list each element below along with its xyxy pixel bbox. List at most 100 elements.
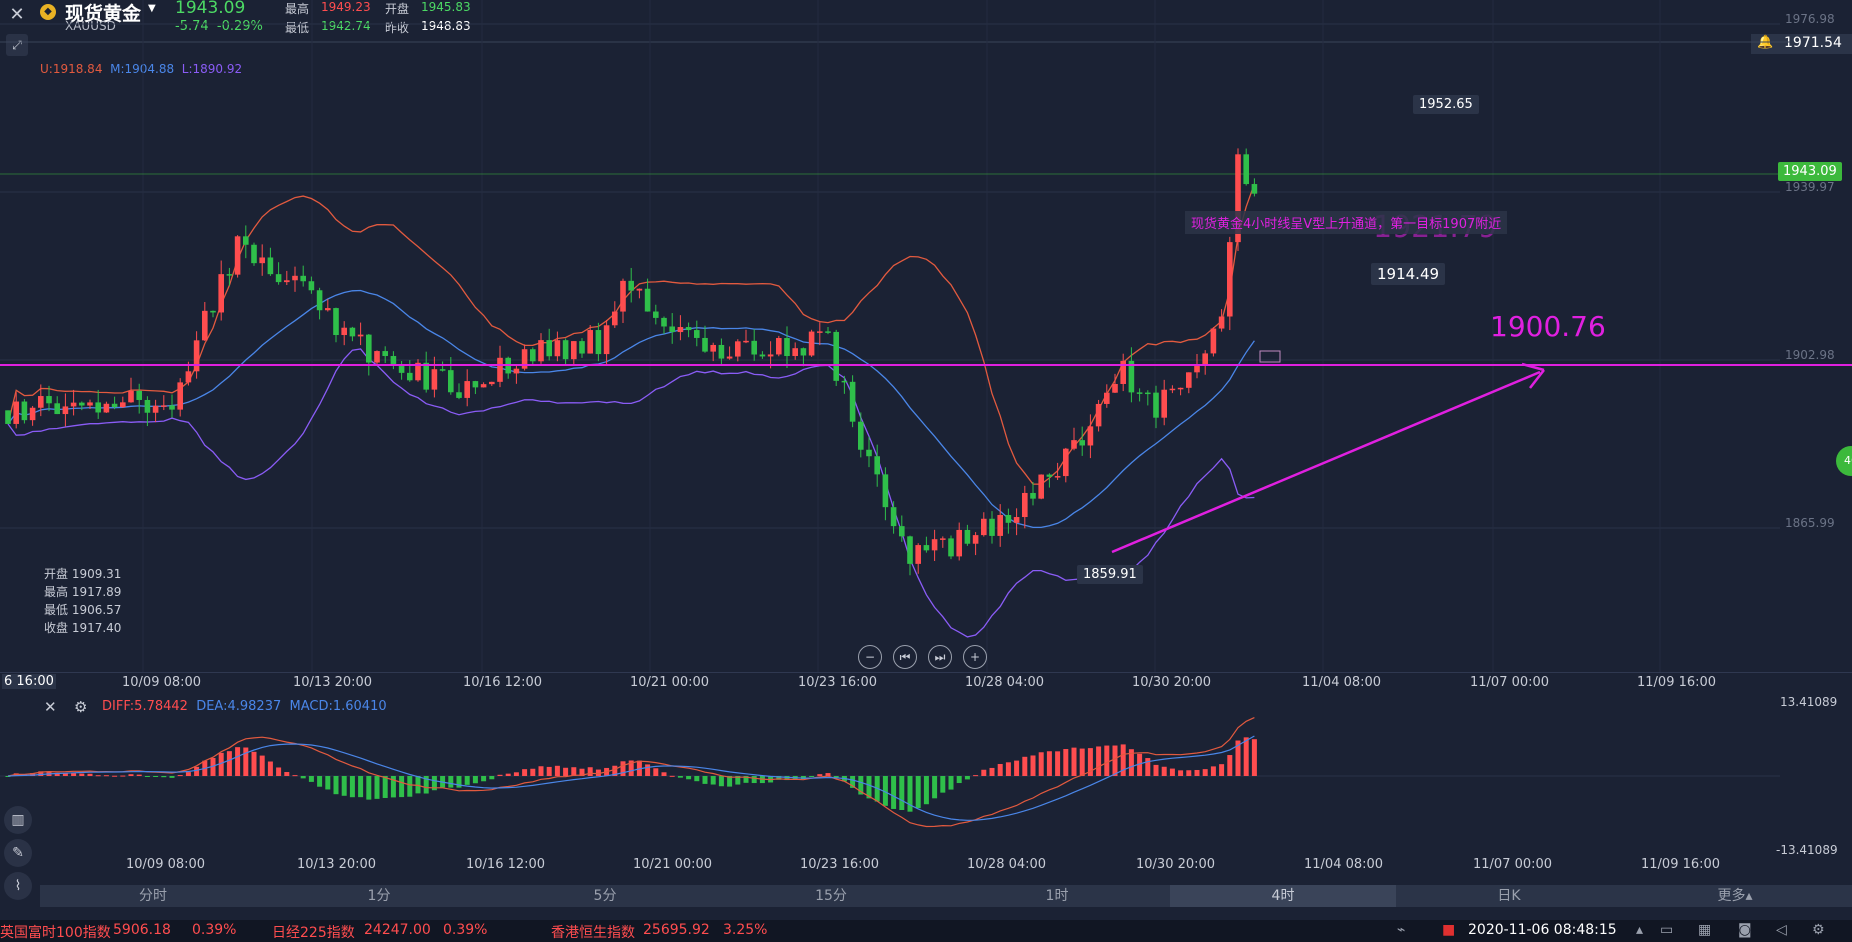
candle-body (374, 351, 380, 363)
pencil-icon[interactable]: ✎ (4, 839, 32, 867)
tab-period[interactable]: 1时 (1045, 888, 1069, 904)
candle-body (226, 274, 233, 276)
network-icon[interactable]: ⌁ (1397, 922, 1406, 938)
ticker-name[interactable]: 香港恒生指数 (551, 925, 635, 941)
calendar-icon[interactable]: ▦ (1698, 922, 1712, 938)
tab-period[interactable]: 分时 (139, 888, 167, 904)
zoom-out-icon[interactable]: − (858, 645, 882, 669)
macd-bar (308, 776, 314, 782)
macd-bar (923, 776, 929, 805)
symbol-name[interactable]: 现货黄金 (65, 3, 142, 25)
tab-period[interactable]: 1分 (367, 888, 391, 904)
candle-body (185, 371, 192, 383)
close-macd-icon[interactable]: ✕ (44, 698, 57, 716)
macd-bar (776, 776, 782, 780)
low-value: 1942.74 (321, 19, 371, 33)
macd-bar (1153, 764, 1159, 776)
macd-bar (399, 776, 405, 798)
macd-bar (669, 775, 675, 777)
macd-diff: DIFF:5.78442 (102, 699, 188, 714)
candle-body (1243, 154, 1249, 185)
candle-body (267, 257, 274, 275)
candle-body (144, 399, 151, 413)
candle-body (579, 341, 585, 354)
candle-body (259, 257, 265, 264)
skip-back-icon[interactable]: ⏮ (893, 645, 917, 669)
close-icon[interactable]: ✕ (9, 4, 25, 25)
candle-body (1177, 387, 1184, 390)
candle-body (21, 401, 28, 421)
current-price-tag: 1943.09 (1778, 162, 1842, 181)
candle-body (603, 325, 610, 355)
window-icon[interactable]: ▭ (1660, 922, 1674, 938)
macd-diff-line (7, 717, 1255, 828)
macd-bar (817, 774, 823, 776)
candle-body (300, 275, 306, 282)
macd-bar (513, 772, 519, 776)
cursor-time: 6 16:00 (2, 674, 56, 689)
side-badge[interactable]: 46 (1836, 446, 1852, 476)
zoom-in-icon[interactable]: + (963, 645, 987, 669)
macd-bar (563, 767, 569, 776)
target-value[interactable]: 1900.76 (1490, 310, 1606, 343)
draw-tool-icon[interactable]: ⤢ (6, 34, 28, 56)
macd-bar (1194, 769, 1200, 776)
candle-body (710, 344, 716, 352)
indicator-icon[interactable]: ⌇ (4, 872, 32, 900)
candle-body (1013, 517, 1020, 523)
skip-forward-icon[interactable]: ⏭ (928, 645, 952, 669)
sound-icon[interactable]: ◁ (1776, 922, 1787, 938)
candle-body (349, 327, 356, 337)
macd-dea: DEA:4.98237 (196, 699, 282, 714)
macd-bar (1112, 745, 1118, 776)
candle-body (275, 274, 282, 283)
tab-period[interactable]: 日K (1497, 888, 1521, 904)
macd-bar (1178, 770, 1184, 776)
macd-bar (325, 776, 331, 790)
candle-body (95, 402, 101, 413)
candle-type-icon[interactable]: ▥ (4, 806, 32, 834)
camera-icon[interactable]: ◙ (1738, 922, 1752, 938)
ticker-name[interactable]: 英国富时100指数 (0, 925, 111, 941)
macd-bar (858, 776, 864, 795)
candle-body (849, 381, 856, 422)
candle-body (833, 331, 839, 381)
candle-body (620, 280, 626, 312)
candle-body (661, 317, 667, 327)
tab-period[interactable]: 5分 (593, 888, 617, 904)
tab-period[interactable]: 15分 (815, 888, 847, 904)
settings-icon[interactable]: ⚙ (1812, 922, 1825, 938)
time-label: 10/09 08:00 (126, 857, 206, 872)
candle-body (940, 538, 946, 540)
time-label: 11/07 00:00 (1473, 857, 1553, 872)
candle-body (702, 337, 708, 352)
gear-icon[interactable]: ⚙ (74, 698, 88, 716)
candle-body (38, 396, 44, 408)
ticker-name[interactable]: 日经225指数 (272, 925, 355, 941)
tab-more[interactable]: 更多▴ (1717, 888, 1753, 904)
macd-bar (1227, 755, 1233, 776)
candle-body (1145, 392, 1151, 395)
candle-body (1235, 154, 1241, 243)
chevron-down-icon[interactable]: ▼ (148, 3, 156, 14)
macd-bar (694, 776, 700, 782)
candle-body (357, 334, 364, 337)
candle-body (997, 514, 1003, 536)
macd-bar (710, 776, 716, 785)
macd-bar (702, 776, 708, 784)
annotation-note[interactable]: 现货黄金4小时线呈V型上升通道，第一目标1907附近 (1185, 211, 1508, 234)
macd-bar (645, 764, 651, 776)
ohlc-high: 最高 1917.89 (44, 585, 122, 599)
candle-body (464, 381, 470, 398)
tab-period-active[interactable]: 4时 (1170, 885, 1396, 907)
candle-body (480, 384, 487, 388)
last-price: 1943.09 (175, 0, 246, 18)
time-label: 10/13 20:00 (293, 675, 373, 690)
candle-body (1251, 184, 1258, 194)
candle-body (128, 390, 134, 403)
candle-body (628, 280, 634, 291)
price-alert[interactable]: 🔔 1971.54 (1751, 34, 1852, 54)
chevron-up-icon[interactable]: ▴ (1636, 922, 1644, 938)
candle-body (1071, 440, 1077, 449)
